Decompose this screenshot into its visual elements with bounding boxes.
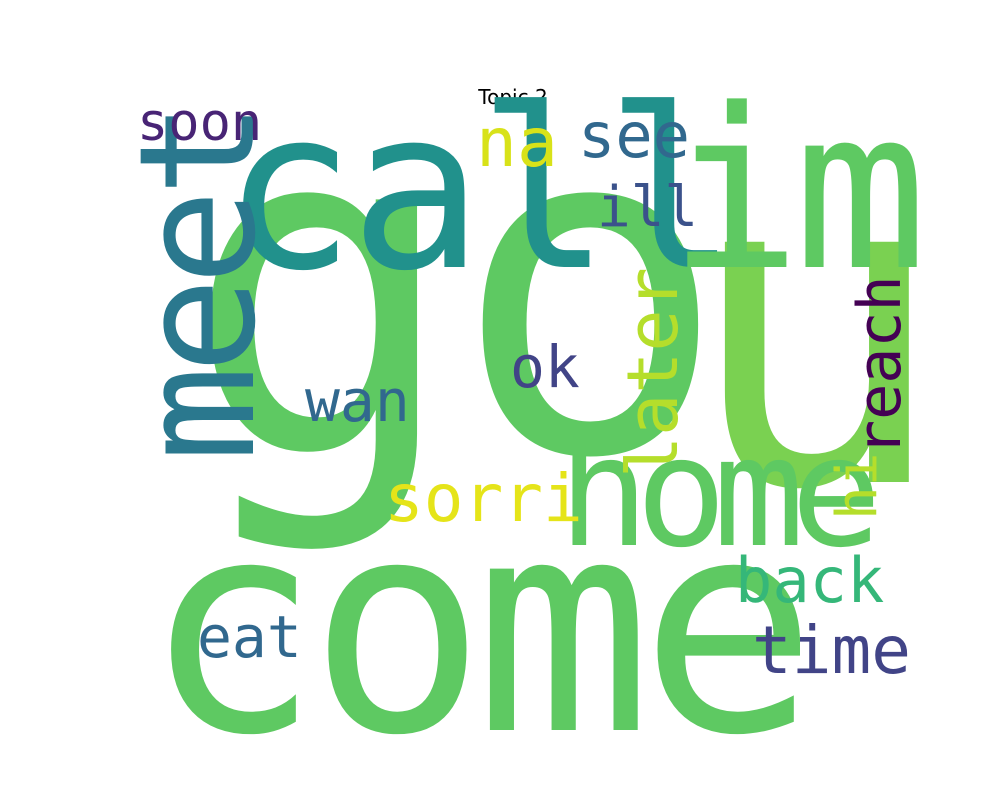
word-hi: hi [825,452,890,520]
word-wan: wan [305,367,410,435]
word-eat: eat [197,603,302,671]
word-u: u [683,74,948,586]
word-call: call [222,62,739,320]
word-soon: soon [137,93,263,153]
word-see: see [578,99,690,172]
word-ill: ill [597,175,699,240]
word-go: go [183,24,729,559]
word-na: na [476,104,558,183]
word-sorri: sorri [384,460,583,537]
word-reach: reach [845,275,915,456]
word-ok: ok [510,333,580,401]
word-time: time [752,612,911,689]
word-home: home [558,404,882,581]
word-im: im [668,62,927,320]
word-come: come [143,456,817,800]
word-meet: meet [104,108,291,462]
figure-title: Topic 2 [478,85,548,109]
word-back: back [735,544,885,617]
word-later: later [612,267,694,478]
